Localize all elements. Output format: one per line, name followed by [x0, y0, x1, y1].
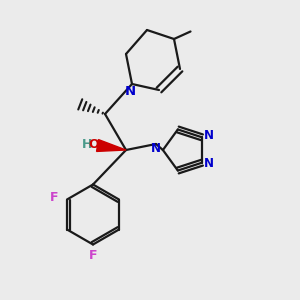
Text: F: F	[89, 249, 97, 262]
Polygon shape	[97, 140, 126, 152]
Text: N: N	[151, 142, 161, 155]
Text: N: N	[204, 129, 214, 142]
Text: O: O	[88, 137, 99, 151]
Text: F: F	[50, 190, 59, 204]
Text: N: N	[125, 85, 136, 98]
Text: N: N	[204, 157, 214, 170]
Text: H: H	[82, 137, 92, 151]
